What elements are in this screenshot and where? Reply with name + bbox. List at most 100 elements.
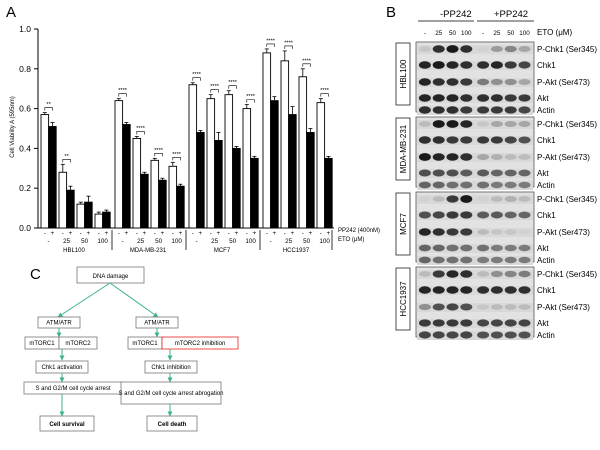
lane-dose: 100	[461, 30, 472, 37]
sig-label: **	[46, 102, 51, 108]
blot-band	[477, 211, 490, 219]
blot-strip	[417, 195, 533, 204]
blot-band	[490, 244, 503, 252]
blot-band	[446, 195, 459, 203]
blot-band	[418, 121, 431, 127]
blot-band	[418, 196, 431, 202]
blot-band	[460, 181, 473, 189]
blot-band	[446, 169, 459, 177]
blot-band	[418, 256, 431, 264]
blot-band	[490, 286, 503, 294]
blot-band	[432, 256, 445, 264]
blot-band	[504, 304, 517, 310]
blot-band	[460, 106, 473, 114]
bar-plus-pp242	[214, 139, 223, 229]
bar-plus-pp242	[176, 185, 185, 229]
pp242-sign: -	[320, 230, 322, 237]
pp242-sign: -	[154, 230, 156, 237]
bar-chart: 0.00.20.40.60.81.0- +-**- +25**- +50- +100HB…	[19, 24, 334, 254]
blot-band	[490, 106, 503, 114]
blot-band	[518, 106, 531, 114]
blot-strip	[417, 331, 533, 340]
protein-label: P-Akt (Ser473)	[537, 78, 590, 87]
bar-plus-pp242	[250, 157, 259, 229]
sig-bracket	[266, 43, 275, 47]
pp242-sign: +	[309, 230, 313, 237]
pp242-sign: -	[80, 230, 82, 237]
blot-band	[504, 154, 517, 160]
blot-band	[504, 286, 517, 294]
blot-band	[460, 270, 473, 278]
pp242-sign: -	[284, 230, 286, 237]
blot-band	[504, 136, 517, 144]
sig-label: ****	[172, 152, 182, 158]
bar-plus-pp242	[122, 124, 131, 229]
sig-bracket	[44, 107, 53, 111]
blot-band	[518, 270, 531, 278]
blot-band	[477, 244, 490, 252]
blot-band	[460, 78, 473, 86]
sig-label: ****	[118, 88, 128, 94]
bar-minus-pp242	[280, 60, 290, 229]
sig-label: ****	[136, 126, 146, 132]
bar-minus-pp242	[58, 171, 68, 229]
eto-dose: -	[196, 238, 198, 245]
blot-band	[477, 169, 490, 177]
blot-band	[518, 136, 531, 144]
y-axis-label: Cell Viability A (595nm)	[10, 96, 16, 158]
blot-band	[490, 331, 503, 339]
blot-band	[518, 169, 531, 177]
lane-dose: -	[482, 30, 484, 37]
blot-strip	[417, 169, 533, 178]
blot-band	[432, 211, 445, 219]
blot-band	[460, 228, 473, 236]
western-blots: HBL100 P-Chk1 (Ser345) Chk1 P-Akt (Ser473) A…	[395, 41, 597, 340]
protein-label: Chk1	[537, 136, 556, 145]
blot-band	[432, 244, 445, 252]
sig-label: ****	[210, 84, 220, 90]
blot-band	[446, 120, 459, 128]
blot-strip	[417, 244, 533, 253]
blot-band	[460, 61, 473, 69]
blot-band	[490, 229, 503, 235]
eto-dose: -	[270, 238, 272, 245]
left-arrest-box-text: S and G2/M cell cycle arrest	[35, 386, 110, 392]
blot-band	[446, 106, 459, 114]
blot-strip	[417, 106, 533, 115]
blot-strip	[417, 303, 533, 312]
sig-label: ****	[228, 80, 238, 86]
pp242-sign: +	[125, 230, 129, 237]
right-chk1-box	[144, 360, 198, 374]
blot-band	[418, 303, 431, 311]
blot-band	[460, 331, 473, 339]
bar-plus-pp242	[232, 147, 241, 229]
sig-label: ****	[302, 58, 312, 64]
sig-bracket	[192, 77, 201, 81]
blot-band	[432, 61, 445, 69]
blot-band	[490, 256, 503, 264]
sig-label: ****	[246, 94, 256, 100]
lane-dose: 25	[435, 30, 443, 37]
blot-band	[418, 286, 431, 294]
blot-band	[446, 319, 459, 327]
eto-dose: 50	[229, 238, 237, 245]
sig-label: ****	[192, 72, 202, 78]
cell-death-box-text: Cell death	[158, 422, 187, 428]
cell-survival-box	[39, 415, 95, 432]
lane-dose: 25	[493, 30, 501, 37]
lane-dose: 50	[507, 30, 515, 37]
bar-minus-pp242	[114, 100, 124, 229]
eto-dose: 25	[137, 238, 145, 245]
y-tick-label: 0.0	[19, 223, 31, 233]
panel-a-letter: A	[6, 4, 16, 21]
blot-band	[446, 153, 459, 161]
blot-band	[504, 319, 517, 327]
bar-minus-pp242	[94, 213, 104, 229]
y-tick-label: 1.0	[19, 24, 31, 34]
sig-bracket	[62, 159, 71, 163]
blot-strip	[417, 228, 533, 237]
pp242-sign: +	[87, 230, 91, 237]
sig-label: ****	[154, 148, 164, 154]
protein-label: Actin	[537, 256, 555, 265]
bar-minus-pp242	[150, 159, 160, 229]
